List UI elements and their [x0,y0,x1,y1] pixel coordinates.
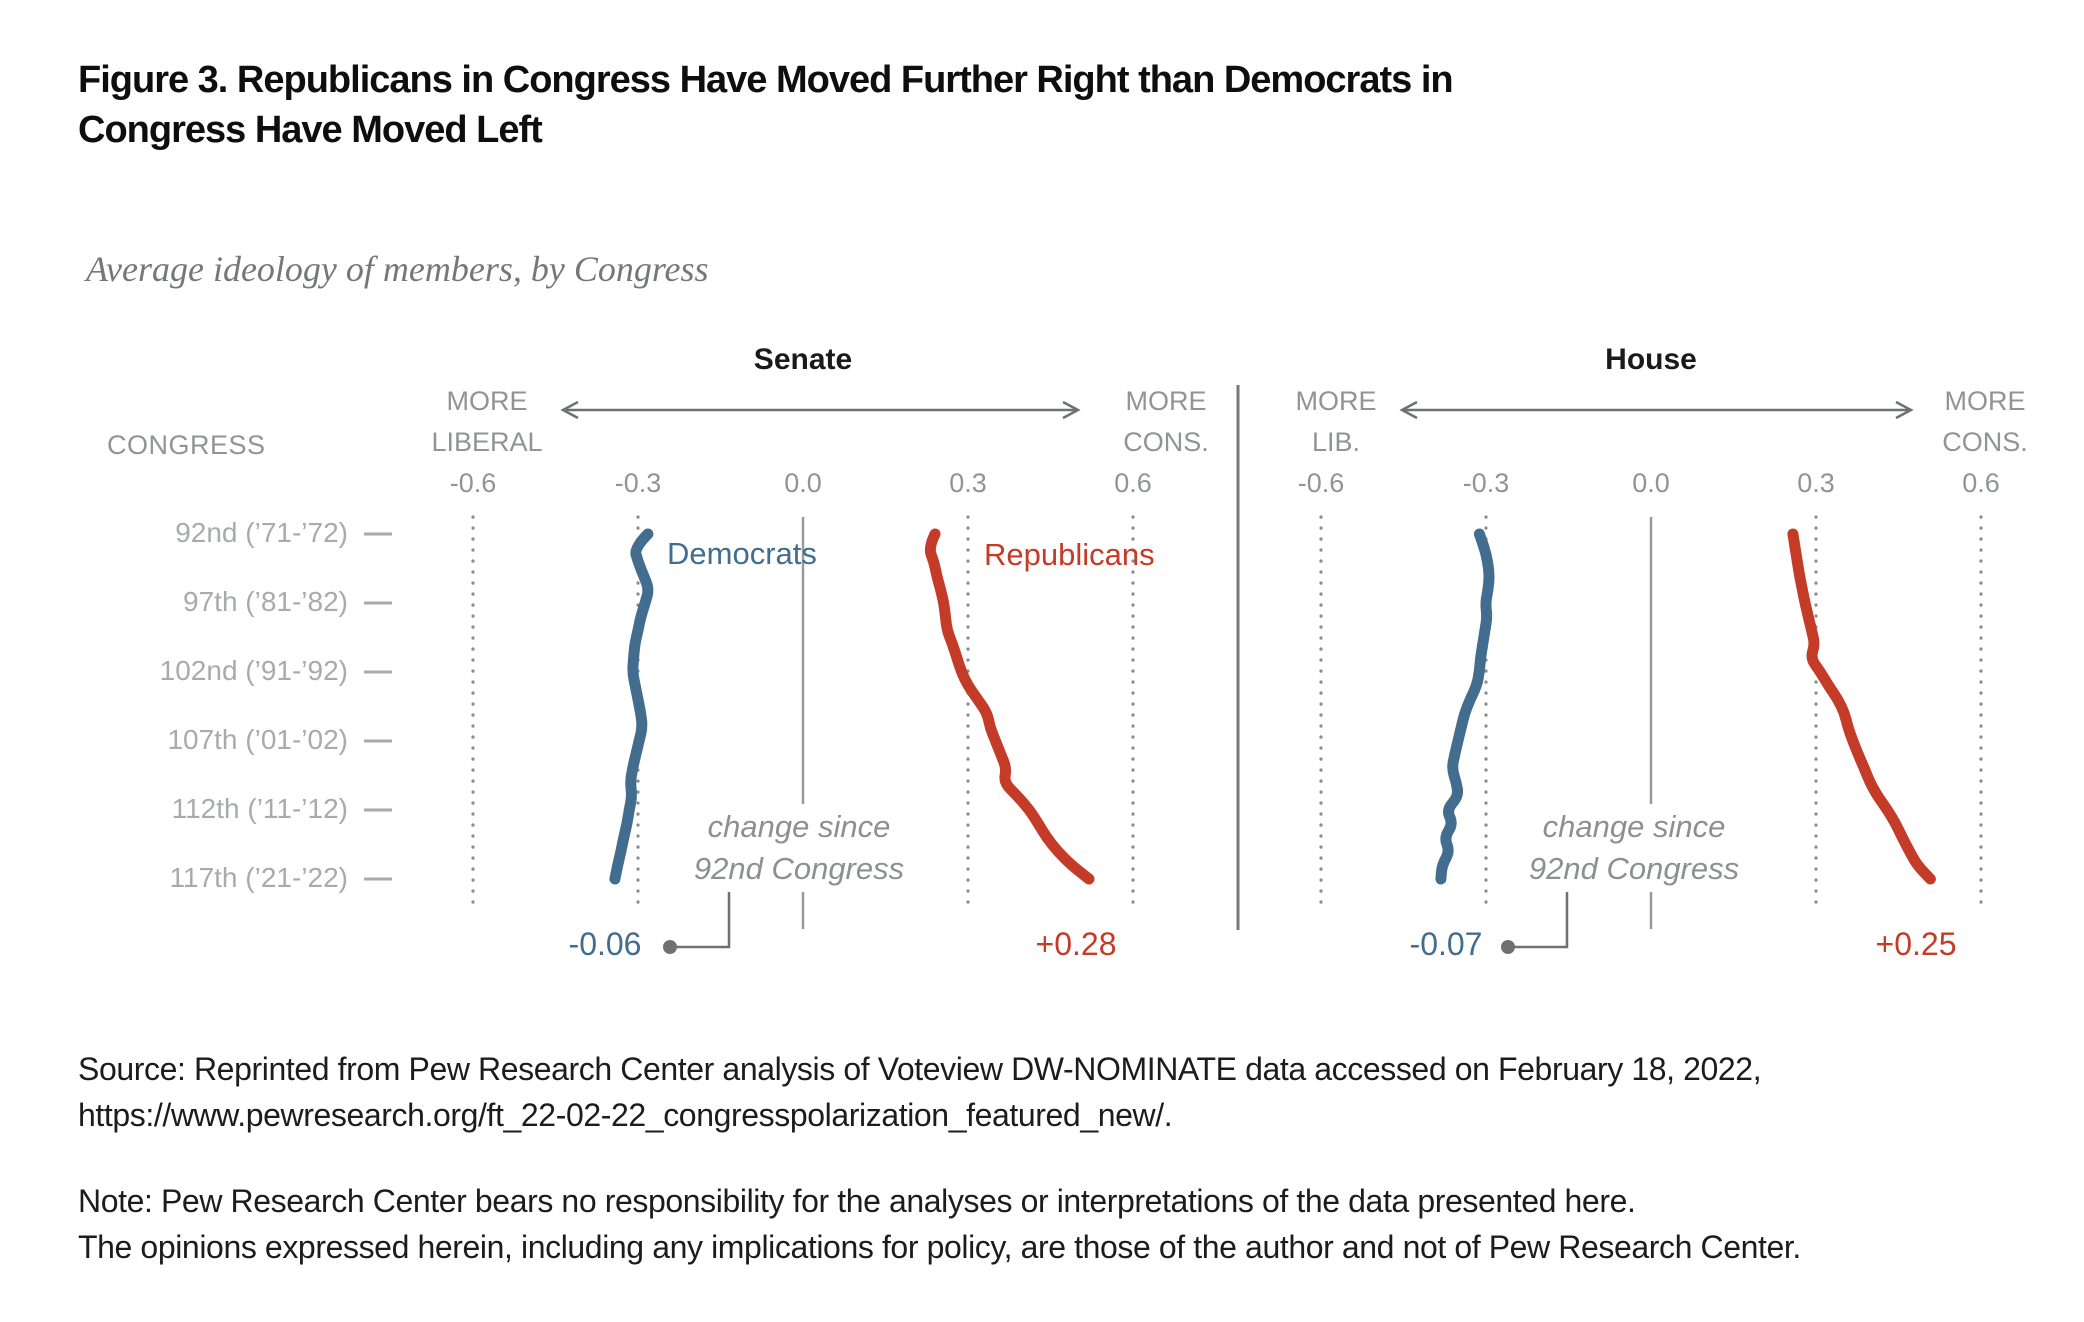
house-tick-label--0.6: -0.6 [1297,468,1345,498]
figure-title-line2: Congress Have Moved Left [78,109,543,151]
congress-column-header: CONGRESS [107,430,266,460]
congress-row-label-92: 92nd (’71-’72) [175,517,348,548]
senate-rep-change-value: +0.28 [1035,926,1117,962]
house-change-note-line2: 92nd Congress [1528,851,1740,886]
senate-more-liberal-line2: LIBERAL [431,427,543,457]
senate-dem-change-value: -0.06 [568,926,642,962]
senate-more-cons-line1: MORE [1125,386,1207,416]
house-more-cons-label: MORE CONS. [1942,381,2028,463]
senate-more-liberal-label: MORE LIBERAL [431,381,542,463]
house-dem-change-value: -0.07 [1409,926,1483,962]
house-democrat-line [1435,528,1495,885]
senate-panel-title: Senate [753,343,853,376]
gridlines [471,515,1983,929]
congress-row-label-107: 107th (’01-’02) [167,724,348,755]
senate-direction-arrow [560,400,1081,420]
senate-tick-label-0.0: 0.0 [784,468,822,498]
note-line1: Note: Pew Research Center bears no respo… [78,1183,1636,1219]
senate-tick-label--0.3: -0.3 [614,468,662,498]
house-change-dot [1501,940,1515,954]
source-line2: https://www.pewresearch.org/ft_22-02-22_… [78,1097,1173,1133]
house-more-cons-line1: MORE [1944,386,2026,416]
senate-tick-label-0.6: 0.6 [1114,468,1152,498]
senate-change-note-line1: change since [707,809,891,844]
senate-change-note: change since 92nd Congress [683,804,915,892]
house-more-lib-line2: LIB. [1311,427,1361,457]
note-line2: The opinions expressed herein, including… [78,1229,1801,1265]
house-direction-arrow [1399,400,1914,420]
senate-change-connector [670,892,731,949]
house-tick-label-0.3: 0.3 [1797,468,1835,498]
senate-democrat-line [609,528,654,885]
republicans-series-label: Republicans [984,537,1155,572]
house-more-lib-line1: MORE [1295,386,1377,416]
house-change-connector [1508,892,1569,949]
house-panel-title: House [1605,343,1697,376]
senate-more-cons-label: MORE CONS. [1123,381,1209,463]
congress-row-label-117: 117th (’21-’22) [169,862,348,893]
figure-title-line1: Figure 3. Republicans in Congress Have M… [78,59,1454,101]
congress-row-label-102: 102nd (’91-’92) [159,655,348,686]
democrats-series-label: Democrats [667,536,817,571]
congress-row-label-112: 112th (’11-’12) [171,793,348,824]
senate-tick-label--0.6: -0.6 [449,468,497,498]
house-more-cons-line2: CONS. [1942,427,2028,457]
source-text: Source: Reprinted from Pew Research Cent… [78,1046,1762,1138]
senate-republican-line [924,528,1095,885]
senate-more-cons-line2: CONS. [1123,427,1209,457]
house-change-note-line1: change since [1542,809,1726,844]
senate-tick-label-0.3: 0.3 [949,468,987,498]
source-line1: Source: Reprinted from Pew Research Cent… [78,1051,1762,1087]
house-more-lib-label: MORE LIB. [1296,381,1377,463]
house-change-note: change since 92nd Congress [1518,804,1750,892]
series-lines [609,528,1936,885]
row-tick-marks [364,532,392,881]
house-tick-label--0.3: -0.3 [1462,468,1510,498]
house-republican-line [1787,528,1936,885]
senate-change-note-line2: 92nd Congress [693,851,905,886]
house-tick-label-0.0: 0.0 [1632,468,1670,498]
congress-row-label-97: 97th (’81-’82) [183,586,348,617]
senate-more-liberal-line1: MORE [446,386,528,416]
figure-title: Figure 3. Republicans in Congress Have M… [78,55,1598,155]
note-text: Note: Pew Research Center bears no respo… [78,1178,1801,1270]
senate-change-dot [663,940,677,954]
chart-subtitle: Average ideology of members, by Congress [86,249,709,289]
house-rep-change-value: +0.25 [1875,926,1957,962]
house-tick-label-0.6: 0.6 [1962,468,2000,498]
